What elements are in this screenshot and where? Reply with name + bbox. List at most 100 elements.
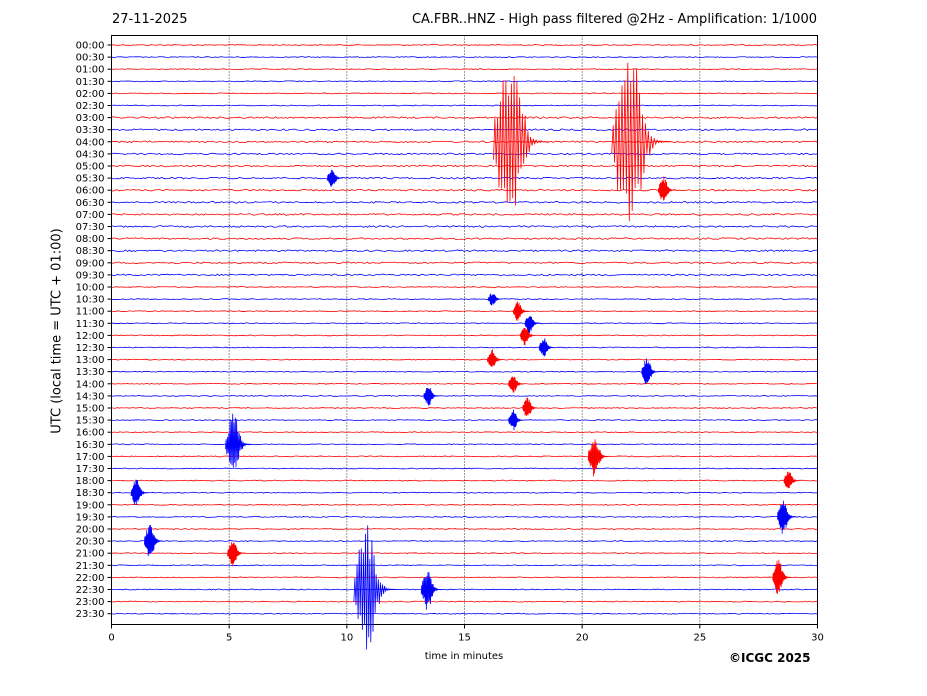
event-waveform (225, 413, 252, 468)
event-waveform (227, 542, 245, 567)
event-waveform (657, 176, 676, 201)
event-waveform (508, 409, 524, 431)
trace-line (111, 310, 818, 313)
event-waveform (327, 169, 343, 187)
event-waveform (144, 524, 164, 557)
trace-line (111, 479, 818, 482)
trace-line (111, 298, 818, 300)
trace-line (111, 152, 818, 156)
y-tick-label: 04:00 (76, 137, 105, 148)
trace-line (111, 261, 818, 265)
y-tick-label: 18:30 (76, 488, 105, 499)
y-tick-label: 10:30 (76, 295, 105, 306)
y-tick-label: 01:00 (76, 65, 105, 76)
event-waveform (493, 76, 549, 206)
trace-line (111, 552, 818, 555)
y-tick-label: 20:30 (76, 537, 105, 548)
trace-line (111, 455, 818, 458)
event-waveform (522, 397, 539, 417)
x-tick-label: 10 (340, 633, 353, 644)
y-tick-label: 11:00 (76, 307, 105, 318)
y-tick-label: 02:30 (76, 101, 105, 112)
event-waveform (420, 572, 442, 610)
trace-line (111, 407, 818, 409)
event-waveform (587, 439, 609, 477)
event-waveform (487, 349, 503, 368)
y-tick-label: 09:00 (76, 258, 105, 269)
y-tick-label: 05:00 (76, 162, 105, 173)
event-waveform (772, 559, 792, 595)
trace-group (111, 44, 818, 615)
trace-line (111, 467, 818, 470)
trace-line (111, 419, 818, 421)
y-tick-label: 06:30 (76, 198, 105, 209)
y-tick-label: 02:00 (76, 89, 105, 100)
y-tick-label: 01:30 (76, 77, 105, 88)
trace-line (111, 188, 818, 192)
trace-line (111, 431, 818, 434)
trace-line (111, 346, 818, 349)
event-waveform (519, 327, 536, 346)
trace-line (111, 225, 818, 228)
y-tick-label: 17:00 (76, 452, 105, 463)
y-tick-label: 04:30 (76, 149, 105, 160)
y-tick-label: 19:30 (76, 512, 105, 523)
y-tick-label: 12:30 (76, 343, 105, 354)
y-tick-label: 11:30 (76, 319, 105, 330)
event-group (130, 62, 800, 650)
event-waveform (611, 62, 671, 222)
y-tick-label: 15:00 (76, 404, 105, 415)
trace-line (111, 44, 818, 46)
y-tick-label: 19:00 (76, 500, 105, 511)
trace-line (111, 140, 818, 144)
y-tick-label: 09:30 (76, 270, 105, 281)
trace-line (111, 395, 818, 397)
event-waveform (641, 358, 659, 385)
y-tick-label: 23:00 (76, 597, 105, 608)
x-tick-label: 0 (108, 633, 114, 644)
y-tick-label: 15:30 (76, 416, 105, 427)
trace-line (111, 164, 818, 168)
trace-line (111, 370, 818, 373)
y-tick-label: 21:00 (76, 549, 105, 560)
trace-line (111, 249, 818, 252)
y-tick-label: 16:30 (76, 440, 105, 451)
x-tick-label: 20 (576, 633, 589, 644)
trace-line (111, 273, 818, 277)
trace-line (111, 201, 818, 204)
y-tick-label: 10:00 (76, 283, 105, 294)
event-waveform (423, 388, 440, 406)
trace-line (111, 528, 818, 530)
y-tick-label: 13:00 (76, 355, 105, 366)
x-tick-label: 5 (226, 633, 232, 644)
y-tick-label: 22:00 (76, 573, 105, 584)
event-waveform (777, 500, 797, 534)
trace-line (111, 56, 818, 58)
y-tick-label: 06:00 (76, 186, 105, 197)
trace-line (111, 334, 818, 337)
y-tick-label: 07:00 (76, 210, 105, 221)
x-tick-label: 15 (458, 633, 471, 644)
event-waveform (508, 376, 524, 393)
chart-title: CA.FBR..HNZ - High pass filtered @2Hz - … (411, 12, 817, 27)
y-tick-label: 14:00 (76, 379, 105, 390)
trace-line (111, 516, 818, 518)
event-waveform (487, 293, 502, 306)
trace-line (111, 286, 818, 288)
trace-line (111, 382, 818, 385)
y-ticks: 00:0000:3001:0001:3002:0002:3003:0003:30… (76, 41, 112, 620)
event-waveform (524, 315, 541, 334)
y-tick-label: 18:00 (76, 476, 105, 487)
event-waveform (783, 471, 800, 489)
trace-line (111, 576, 818, 579)
y-tick-label: 08:00 (76, 234, 105, 245)
trace-line (111, 237, 818, 240)
y-tick-label: 13:30 (76, 367, 105, 378)
event-waveform (538, 338, 555, 357)
trace-line (111, 600, 818, 603)
x-axis-label: time in minutes (424, 651, 504, 662)
trace-line (111, 443, 818, 446)
y-tick-label: 14:30 (76, 391, 105, 402)
y-tick-label: 20:00 (76, 525, 105, 536)
